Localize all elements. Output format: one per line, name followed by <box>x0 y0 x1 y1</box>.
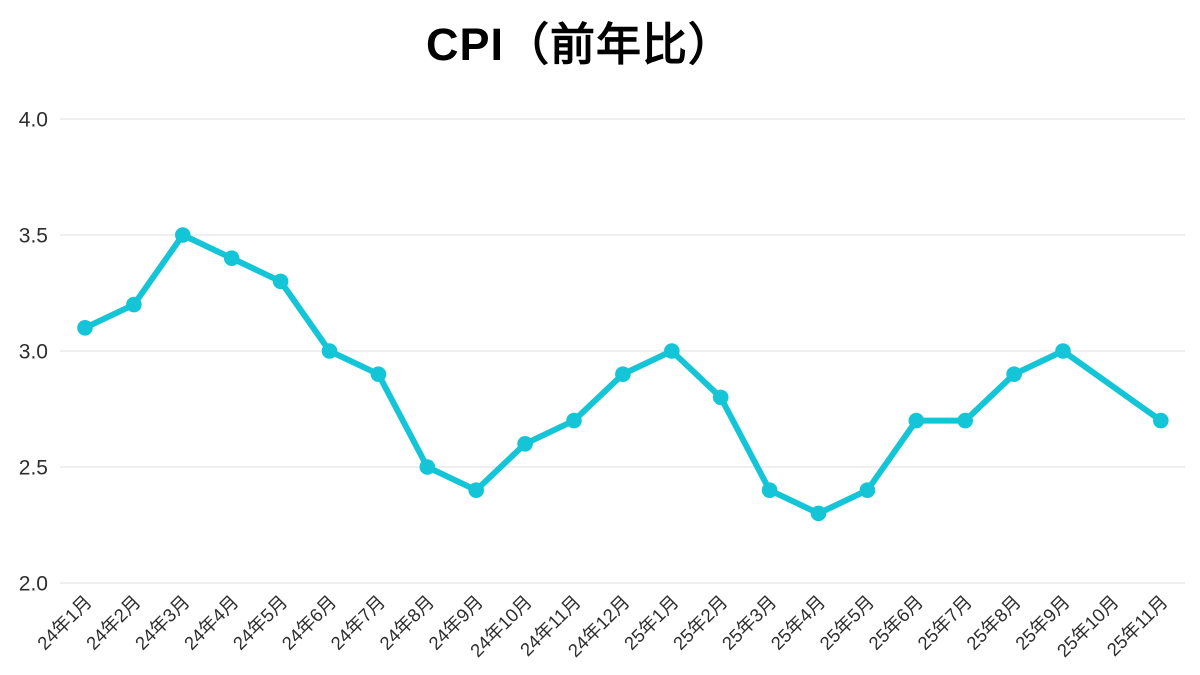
data-point <box>223 250 240 266</box>
data-point <box>77 320 93 336</box>
data-point <box>175 227 191 243</box>
y-tick-label: 2.0 <box>19 573 48 596</box>
data-point <box>957 412 973 429</box>
data-point <box>908 412 925 429</box>
data-point <box>810 505 827 522</box>
chart-title: CPI（前年比） <box>425 19 734 70</box>
data-point <box>468 482 485 499</box>
y-tick-label: 3.0 <box>19 341 48 364</box>
data-point <box>370 366 387 383</box>
y-tick-label: 2.5 <box>19 457 48 480</box>
data-point <box>615 366 631 383</box>
y-tick-label: 3.5 <box>19 225 48 248</box>
y-tick-label: 4.0 <box>19 109 48 132</box>
data-point <box>517 436 533 452</box>
data-point <box>321 343 338 359</box>
data-point <box>712 389 729 406</box>
data-point <box>126 296 142 313</box>
data-point <box>1153 412 1169 429</box>
data-point <box>1006 366 1022 383</box>
data-point <box>761 482 778 499</box>
data-point <box>272 273 289 290</box>
data-point <box>419 459 436 475</box>
data-point <box>664 343 680 359</box>
data-point <box>1055 343 1071 359</box>
data-point <box>859 482 876 499</box>
data-line <box>82 232 1164 517</box>
data-point <box>566 412 582 429</box>
